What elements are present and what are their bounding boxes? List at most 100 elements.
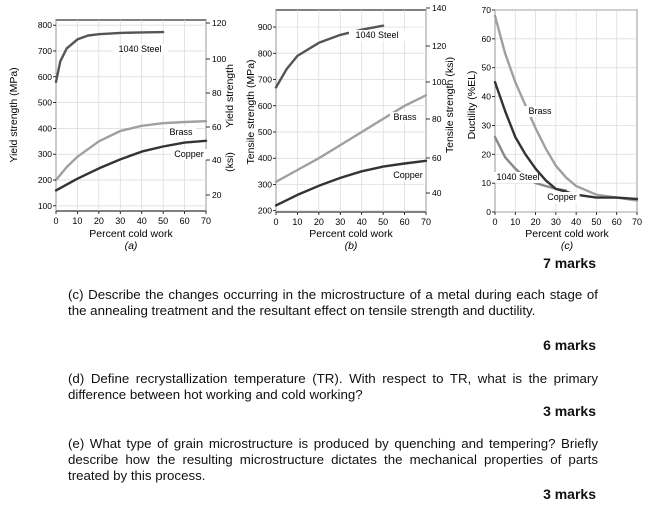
right-y-tick-label: 40 (212, 155, 222, 165)
x-tick-label: 40 (137, 216, 147, 226)
chart-b: 1040 Steel Brass Copper 0 10 20 30 40 50 60 70 20… (245, 3, 456, 252)
x-tick-label: 70 (201, 216, 211, 226)
x-tick-label: 10 (72, 216, 82, 226)
x-tick-label: 50 (591, 217, 601, 227)
chart-a-ylabel: Yield strength (MPa) (8, 67, 20, 162)
y-tick-label: 30 (482, 120, 492, 130)
chart-a-ylabel-right-prefix: Yield strength (224, 64, 236, 128)
series-label-bg (390, 170, 426, 181)
series-line-copper (54, 139, 208, 192)
series-label-bg (390, 112, 420, 123)
y-tick-label: 500 (258, 127, 272, 137)
series-label-bg (544, 192, 580, 203)
right-y-tick-label: 140 (432, 3, 446, 13)
right-y-tick-label: 80 (212, 88, 222, 98)
right-y-tick-label: 100 (212, 54, 226, 64)
series-label-bg (349, 30, 405, 41)
y-tick-label: 50 (482, 63, 492, 73)
y-tick-label: 600 (38, 72, 52, 82)
series-label: Copper (174, 149, 204, 159)
x-tick-label: 60 (612, 217, 622, 227)
x-tick-label: 60 (180, 216, 190, 226)
series-label: Copper (547, 192, 577, 202)
y-tick-label: 0 (486, 207, 491, 217)
series-line-copper (493, 80, 639, 201)
x-tick-label: 70 (421, 217, 431, 227)
x-tick-label: 0 (53, 216, 58, 226)
y-tick-label: 300 (258, 179, 272, 189)
y-tick-label: 600 (258, 101, 272, 111)
y-tick-label: 900 (258, 22, 272, 32)
y-tick-label: 40 (482, 92, 492, 102)
chart-b-caption: (b) (345, 240, 358, 252)
series-label: Brass (528, 106, 552, 116)
series-line-brass (274, 94, 428, 183)
chart-a-ylabel-right: (ksi) (224, 152, 236, 172)
y-tick-label: 400 (258, 153, 272, 163)
right-y-tick-label: 20 (212, 190, 222, 200)
marks-question-c: 6 marks (543, 337, 596, 353)
chart-b-xlabel: Percent cold work (309, 228, 393, 240)
right-y-tick-label: 100 (432, 77, 446, 87)
series-label: 1040 Steel (355, 30, 398, 40)
x-tick-label: 40 (357, 217, 367, 227)
x-tick-label: 10 (292, 217, 302, 227)
series-line-brass (54, 120, 208, 182)
right-y-tick-label: 60 (212, 122, 222, 132)
x-tick-label: 50 (158, 216, 168, 226)
x-tick-label: 20 (94, 216, 104, 226)
series-label: Copper (393, 170, 423, 180)
chart-c-caption: (c) (561, 240, 573, 252)
right-y-tick-label: 60 (432, 153, 442, 163)
chart-a: 1040 Steel Brass Copper 0 10 20 30 40 50 60 70 10… (8, 18, 236, 252)
x-tick-label: 30 (115, 216, 125, 226)
series-label-bg (525, 106, 555, 117)
x-tick-label: 30 (551, 217, 561, 227)
series-label: 1040 Steel (118, 44, 161, 54)
series-label-bg (112, 44, 168, 55)
marks-question-e: 3 marks (543, 486, 596, 502)
y-tick-label: 20 (482, 149, 492, 159)
series-line-brass (493, 14, 639, 202)
x-tick-label: 60 (400, 217, 410, 227)
series-label: 1040 Steel (496, 172, 539, 182)
series-label-bg (166, 127, 196, 138)
x-tick-label: 0 (273, 217, 278, 227)
y-tick-label: 200 (258, 206, 272, 216)
x-tick-label: 20 (314, 217, 324, 227)
right-y-tick-label: 40 (432, 188, 442, 198)
x-tick-label: 10 (510, 217, 520, 227)
y-tick-label: 10 (482, 178, 492, 188)
y-tick-label: 100 (38, 201, 52, 211)
x-tick-label: 40 (571, 217, 581, 227)
y-tick-label: 800 (258, 48, 272, 58)
x-tick-label: 0 (492, 217, 497, 227)
y-tick-label: 400 (38, 123, 52, 133)
series-label: Brass (169, 127, 193, 137)
series-line-1040-steel (274, 24, 385, 89)
x-tick-label: 70 (632, 217, 642, 227)
chart-c: Brass 1040 Steel Copper 0 10 20 30 40 50 60 70 0 1… (466, 5, 642, 252)
chart-c-xlabel: Percent cold work (525, 228, 609, 240)
y-tick-label: 700 (38, 46, 52, 56)
y-tick-label: 500 (38, 98, 52, 108)
y-tick-label: 800 (38, 20, 52, 30)
series-label-bg (490, 172, 546, 183)
question-d: (d) Define recrystallization temperature… (68, 371, 598, 402)
question-e: (e) What type of grain microstructure is… (68, 436, 598, 483)
right-y-tick-label: 120 (212, 18, 226, 28)
y-tick-label: 70 (482, 5, 492, 15)
right-y-tick-label: 120 (432, 41, 446, 51)
y-tick-label: 200 (38, 175, 52, 185)
chart-c-ylabel: Ductility (%EL) (466, 71, 478, 140)
chart-a-caption: (a) (125, 240, 138, 252)
marks-7: 7 marks (543, 255, 596, 271)
series-label-bg (171, 149, 207, 160)
chart-b-ylabel: Tensile strength (MPa) (245, 59, 257, 164)
chart-a-xlabel: Percent cold work (89, 228, 173, 240)
series-line-copper (274, 159, 428, 207)
x-tick-label: 20 (531, 217, 541, 227)
chart-b-ylabel-right: Tensile strength (ksi) (444, 57, 456, 153)
series-line-1040-steel (54, 30, 165, 84)
y-tick-label: 700 (258, 75, 272, 85)
